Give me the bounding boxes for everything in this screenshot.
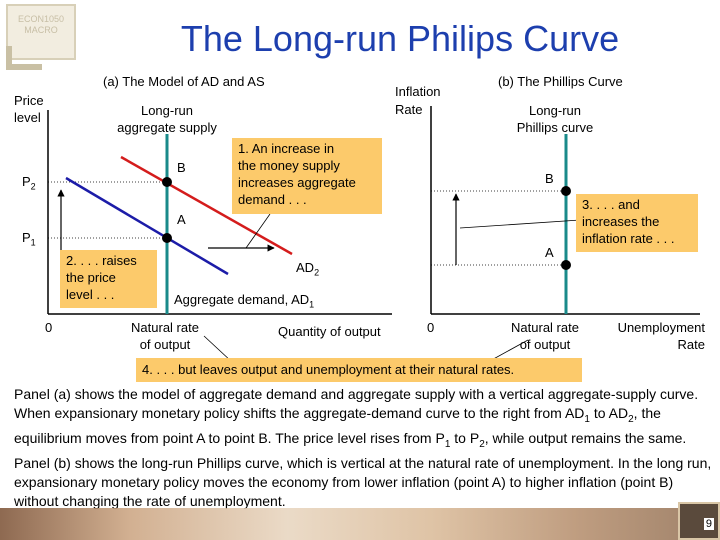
callout-3: 3. . . . and increases the inflation rat… — [576, 194, 698, 252]
natural-rate-a-1: Natural rate — [131, 320, 199, 335]
callout-3-line3: inflation rate . . . — [582, 231, 675, 246]
panel-a-x-label: Quantity of output — [278, 324, 381, 339]
callout-1-line3: increases aggregate — [238, 175, 356, 190]
panel-b-x-label-2: Rate — [677, 337, 705, 352]
ad2-label: AD2 — [296, 260, 319, 281]
ad2-curve — [120, 155, 293, 256]
bottom-decoration — [0, 508, 720, 540]
lrpc-label-1: Long-run — [528, 103, 582, 118]
lras-label-2: aggregate supply — [117, 120, 217, 135]
point-b-dot-b — [561, 186, 571, 196]
ad2-text: AD — [296, 260, 315, 275]
callout-2: 2. . . . raises the price level . . . — [60, 250, 157, 308]
explanation-paragraph: Panel (a) shows the model of aggregate d… — [14, 386, 712, 509]
panel-a-y-label-1: Price — [14, 93, 44, 108]
p2-letter: P — [22, 174, 31, 189]
callout-1-line2: the money supply — [238, 158, 340, 173]
panel-b-y-label-1: Inflation — [395, 84, 441, 99]
callout-2-line2: the price — [66, 270, 116, 285]
course-logo: ECON1050 MACRO — [6, 4, 76, 70]
callout4-pointer-left — [203, 335, 233, 363]
panel-b-y-label-2: Rate — [395, 102, 423, 117]
point-a-label-a: A — [177, 212, 186, 227]
ad1-text: Aggregate demand, AD — [174, 292, 310, 307]
callout-4: 4. . . . but leaves output and unemploym… — [136, 358, 582, 382]
panel-a-y-label-2: level — [14, 110, 41, 125]
panel-b-x-label-1: Unemployment — [617, 320, 705, 335]
ad2-sub: 2 — [314, 267, 320, 278]
ad1-sub: 1 — [309, 299, 315, 310]
ad1-label: Aggregate demand, AD1 — [174, 292, 314, 313]
ad1-curve — [65, 176, 229, 276]
callout-3-line2: increases the — [582, 214, 660, 229]
point-a-label-b: A — [545, 245, 554, 260]
logo-line1: ECON1050 — [17, 14, 65, 24]
callout-3-line1: 3. . . . and — [582, 197, 640, 212]
lras-label-1: Long-run — [140, 103, 194, 118]
point-a-dot-b — [561, 260, 571, 270]
callout3-pointer — [459, 219, 581, 229]
page-number-frame — [678, 502, 720, 540]
callout1-pointer — [245, 213, 271, 249]
callout-1-line4: demand . . . — [238, 192, 307, 207]
lrpc-label-2: Phillips curve — [516, 120, 594, 135]
slide-title: The Long-run Philips Curve — [180, 18, 620, 59]
callout-2-line3: level . . . — [66, 287, 115, 302]
logo-line2: MACRO — [24, 25, 58, 35]
panel-b-heading: (b) The Phillips Curve — [498, 74, 623, 89]
panel-a-heading: (a) The Model of AD and AS — [103, 74, 265, 89]
point-b-label-b: B — [545, 171, 554, 186]
callout-2-line1: 2. . . . raises — [66, 253, 137, 268]
p1-label: P1 — [22, 230, 36, 251]
p2-label: P2 — [22, 174, 36, 195]
callout-1-line1: 1. An increase in — [238, 141, 335, 156]
p2-sub: 2 — [30, 181, 36, 192]
natural-rate-b-1: Natural rate — [511, 320, 579, 335]
panel-a-origin: 0 — [45, 320, 53, 335]
point-a-dot-a — [162, 233, 172, 243]
point-b-dot-a — [162, 177, 172, 187]
natural-rate-b-2: of output — [519, 337, 571, 352]
point-b-label-a: B — [177, 160, 186, 175]
p1-sub: 1 — [30, 237, 36, 248]
panel-b-origin: 0 — [427, 320, 435, 335]
natural-rate-a-2: of output — [139, 337, 191, 352]
p1-letter: P — [22, 230, 31, 245]
callout-1: 1. An increase in the money supply incre… — [232, 138, 382, 214]
page-number: 9 — [703, 518, 714, 530]
